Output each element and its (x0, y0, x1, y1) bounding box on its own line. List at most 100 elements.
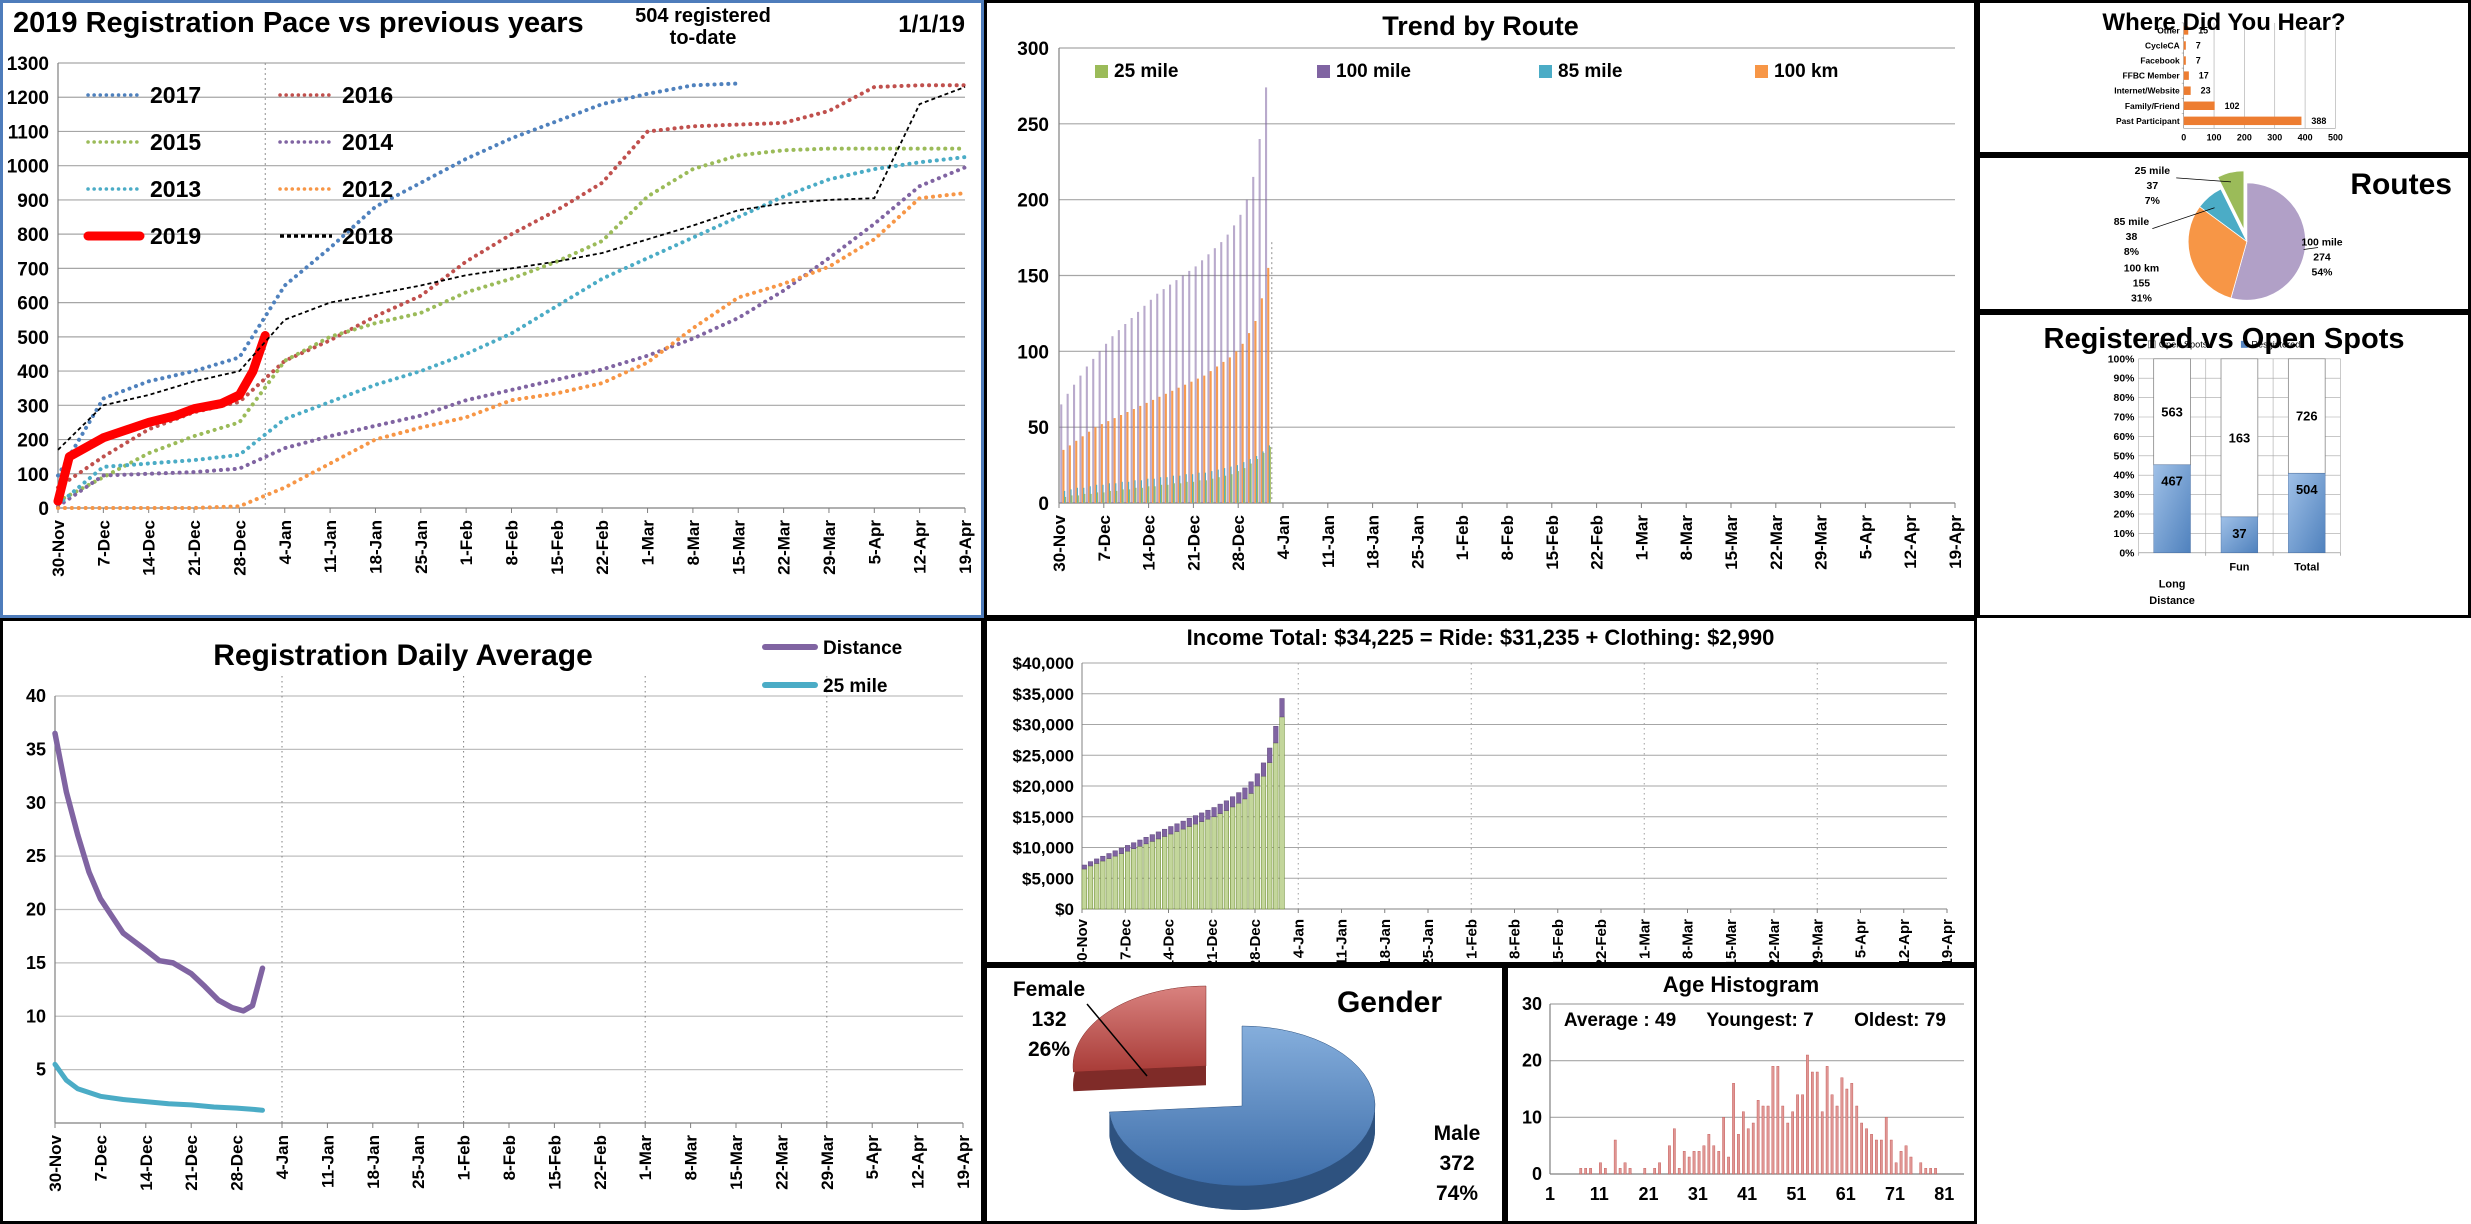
svg-text:100 mile: 100 mile (2301, 237, 2342, 248)
svg-text:388: 388 (2311, 116, 2326, 126)
svg-text:21-Dec: 21-Dec (182, 1135, 201, 1191)
svg-text:40%: 40% (2114, 471, 2135, 482)
svg-text:0: 0 (2181, 132, 2186, 142)
svg-text:2016: 2016 (342, 82, 393, 108)
svg-text:1-Mar: 1-Mar (1636, 919, 1653, 959)
svg-text:150: 150 (1017, 267, 1049, 288)
svg-text:80%: 80% (2114, 393, 2135, 404)
panel-age-histogram: 0 10 20 30 1 11 21 31 41 51 61 71 81 Average : 49 Youn… (1505, 965, 1977, 1224)
svg-text:Open Spots: Open Spots (2159, 339, 2208, 349)
svg-text:5-Apr: 5-Apr (863, 1135, 882, 1180)
pace-registered-note: 504 registered to-date (591, 5, 815, 50)
svg-text:200: 200 (2237, 132, 2252, 142)
svg-text:17: 17 (2199, 71, 2209, 81)
svg-text:Oldest: 79: Oldest: 79 (1854, 1010, 1946, 1031)
svg-text:22-Mar: 22-Mar (1767, 515, 1786, 570)
gender-title: Gender (1336, 986, 1442, 1019)
svg-text:2019: 2019 (150, 223, 201, 249)
svg-text:372: 372 (1439, 1152, 1474, 1175)
svg-text:19-Apr: 19-Apr (956, 520, 975, 574)
svg-text:1300: 1300 (7, 54, 49, 75)
svg-text:Fun: Fun (2229, 562, 2249, 574)
svg-text:5-Apr: 5-Apr (1856, 515, 1875, 560)
svg-text:4-Jan: 4-Jan (276, 520, 295, 564)
svg-text:30: 30 (26, 793, 46, 813)
svg-text:$20,000: $20,000 (1013, 777, 1074, 796)
svg-text:14-Dec: 14-Dec (1140, 515, 1159, 571)
svg-text:11-Jan: 11-Jan (318, 1135, 337, 1188)
svg-text:CycleCA: CycleCA (2145, 40, 2180, 50)
svg-text:200: 200 (17, 431, 49, 452)
svg-text:37: 37 (2147, 181, 2159, 192)
svg-text:7-Dec: 7-Dec (1117, 919, 1134, 960)
svg-text:30-Nov: 30-Nov (46, 1134, 65, 1191)
svg-text:85 mile: 85 mile (1558, 61, 1622, 82)
svg-text:4-Jan: 4-Jan (273, 1135, 292, 1179)
svg-text:22-Feb: 22-Feb (593, 520, 612, 575)
svg-text:1-Mar: 1-Mar (1632, 515, 1651, 561)
svg-text:$35,000: $35,000 (1013, 685, 1074, 704)
svg-text:30%: 30% (2114, 490, 2135, 501)
svg-text:40: 40 (26, 686, 46, 706)
trend-by-route-chart: 0 50 100 150 200 250 300 30-Nov 7-Dec 14-Dec 21-De… (1017, 39, 1965, 572)
svg-text:50: 50 (1028, 418, 1049, 439)
svg-text:7-Dec: 7-Dec (91, 1135, 110, 1181)
svg-text:60%: 60% (2114, 432, 2135, 443)
panel-daily-average: 5 10 15 20 25 30 35 40 30-Nov 7-Dec 14-Dec 21-Dec 28… (0, 618, 984, 1224)
svg-text:$10,000: $10,000 (1013, 839, 1074, 858)
svg-text:8-Mar: 8-Mar (1680, 919, 1697, 959)
svg-text:Female: Female (1013, 978, 1085, 1001)
gender-age-row: Female 132 26% Male 372 74% Gender 0 10 20 30 1 11… (984, 965, 1977, 1224)
svg-text:163: 163 (2229, 430, 2251, 445)
svg-text:7-Dec: 7-Dec (1095, 515, 1114, 561)
panel-registration-pace: 0 100 200 300 400 500 600 700 800 900 1000 1100 1200… (0, 0, 984, 618)
svg-text:4-Jan: 4-Jan (1290, 919, 1307, 958)
svg-text:25 mile: 25 mile (2135, 166, 2171, 177)
svg-text:29-Mar: 29-Mar (818, 1135, 837, 1190)
svg-text:29-Mar: 29-Mar (820, 520, 839, 575)
right-column: 0 100 200 300 400 500 Other 15 CycleCA 7 Facebook 7… (1977, 0, 2471, 618)
svg-text:15: 15 (26, 953, 46, 973)
svg-text:61: 61 (1836, 1184, 1856, 1204)
svg-text:20: 20 (1522, 1051, 1542, 1071)
routes-pie-chart: 25 mile 37 7% 85 mile 38 8% 100 km 155 31% 100 mi… (2114, 166, 2343, 304)
svg-text:25-Jan: 25-Jan (412, 520, 431, 574)
svg-text:30: 30 (1522, 994, 1542, 1014)
svg-text:102: 102 (2225, 101, 2240, 111)
routes-title: Routes (2350, 167, 2452, 201)
svg-text:15-Mar: 15-Mar (727, 1135, 746, 1190)
svg-text:8-Mar: 8-Mar (682, 1135, 701, 1181)
svg-text:Youngest: 7: Youngest: 7 (1706, 1010, 1813, 1031)
svg-text:38: 38 (2126, 232, 2138, 243)
svg-text:18-Jan: 18-Jan (1377, 919, 1394, 962)
svg-text:15-Mar: 15-Mar (1722, 515, 1741, 570)
svg-text:100: 100 (2207, 132, 2222, 142)
svg-text:1-Mar: 1-Mar (639, 520, 658, 566)
svg-text:25: 25 (26, 846, 46, 866)
svg-text:$15,000: $15,000 (1013, 808, 1074, 827)
svg-text:Facebook: Facebook (2140, 56, 2180, 66)
svg-text:22-Mar: 22-Mar (1766, 919, 1783, 962)
svg-text:28-Dec: 28-Dec (230, 520, 249, 576)
svg-text:21-Dec: 21-Dec (185, 520, 204, 576)
spots-title: Registered vs Open Spots (2043, 323, 2405, 355)
svg-text:8-Feb: 8-Feb (1507, 919, 1524, 959)
svg-text:11: 11 (1590, 1184, 1609, 1204)
svg-text:85 mile: 85 mile (2114, 217, 2150, 228)
svg-text:21-Dec: 21-Dec (1184, 515, 1203, 571)
svg-text:25-Jan: 25-Jan (1420, 919, 1437, 962)
svg-text:2012: 2012 (342, 176, 393, 202)
svg-text:0: 0 (1038, 494, 1049, 515)
svg-text:30-Nov: 30-Nov (49, 519, 68, 576)
svg-text:500: 500 (17, 328, 49, 349)
svg-text:0: 0 (38, 499, 49, 520)
svg-text:30-Nov: 30-Nov (1050, 514, 1069, 571)
svg-text:Male: Male (1434, 1122, 1481, 1145)
svg-text:22-Mar: 22-Mar (775, 520, 794, 575)
svg-text:Internet/Website: Internet/Website (2114, 86, 2180, 96)
svg-text:28-Dec: 28-Dec (1247, 919, 1264, 962)
age-histogram-title: Age Histogram (1662, 972, 1820, 997)
svg-text:5-Apr: 5-Apr (1853, 919, 1870, 958)
svg-text:15-Feb: 15-Feb (1543, 515, 1562, 570)
